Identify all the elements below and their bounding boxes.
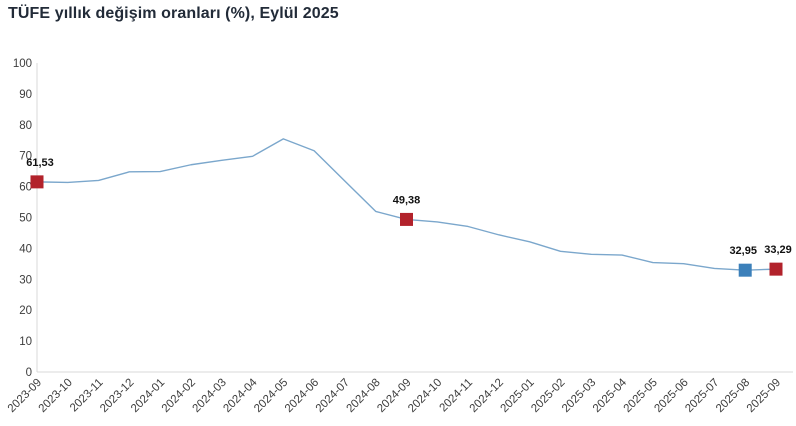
y-axis-label: 30 (19, 274, 32, 286)
data-marker-2025-08 (738, 263, 752, 277)
data-marker-2025-09 (769, 262, 783, 276)
annotation-label-2023-09: 61,53 (26, 157, 54, 169)
y-axis-label: 50 (19, 213, 32, 225)
y-axis-label: 20 (19, 305, 32, 317)
y-axis-label: 100 (13, 58, 32, 70)
annotation-label-2024-09: 49,38 (393, 194, 421, 206)
annotation-label-2025-08: 32,95 (729, 245, 757, 257)
y-axis-label: 0 (26, 367, 32, 379)
y-axis-label: 90 (19, 89, 32, 101)
x-axis-label: 2023-10 (37, 377, 75, 415)
annotation-label-2025-09: 33,29 (764, 244, 792, 256)
y-axis-label: 10 (19, 336, 32, 348)
y-axis-label: 70 (19, 151, 32, 163)
y-axis-label: 60 (19, 182, 32, 194)
x-axis-label: 2025-09 (745, 377, 783, 415)
y-axis-label: 80 (19, 120, 32, 132)
y-axis-label: 40 (19, 243, 32, 255)
x-axis-label: 2024-10 (406, 377, 444, 415)
data-marker-2024-09 (400, 212, 413, 226)
chart-title: TÜFE yıllık değişim oranları (%), Eylül … (8, 5, 339, 22)
data-marker-2023-09 (30, 175, 44, 189)
